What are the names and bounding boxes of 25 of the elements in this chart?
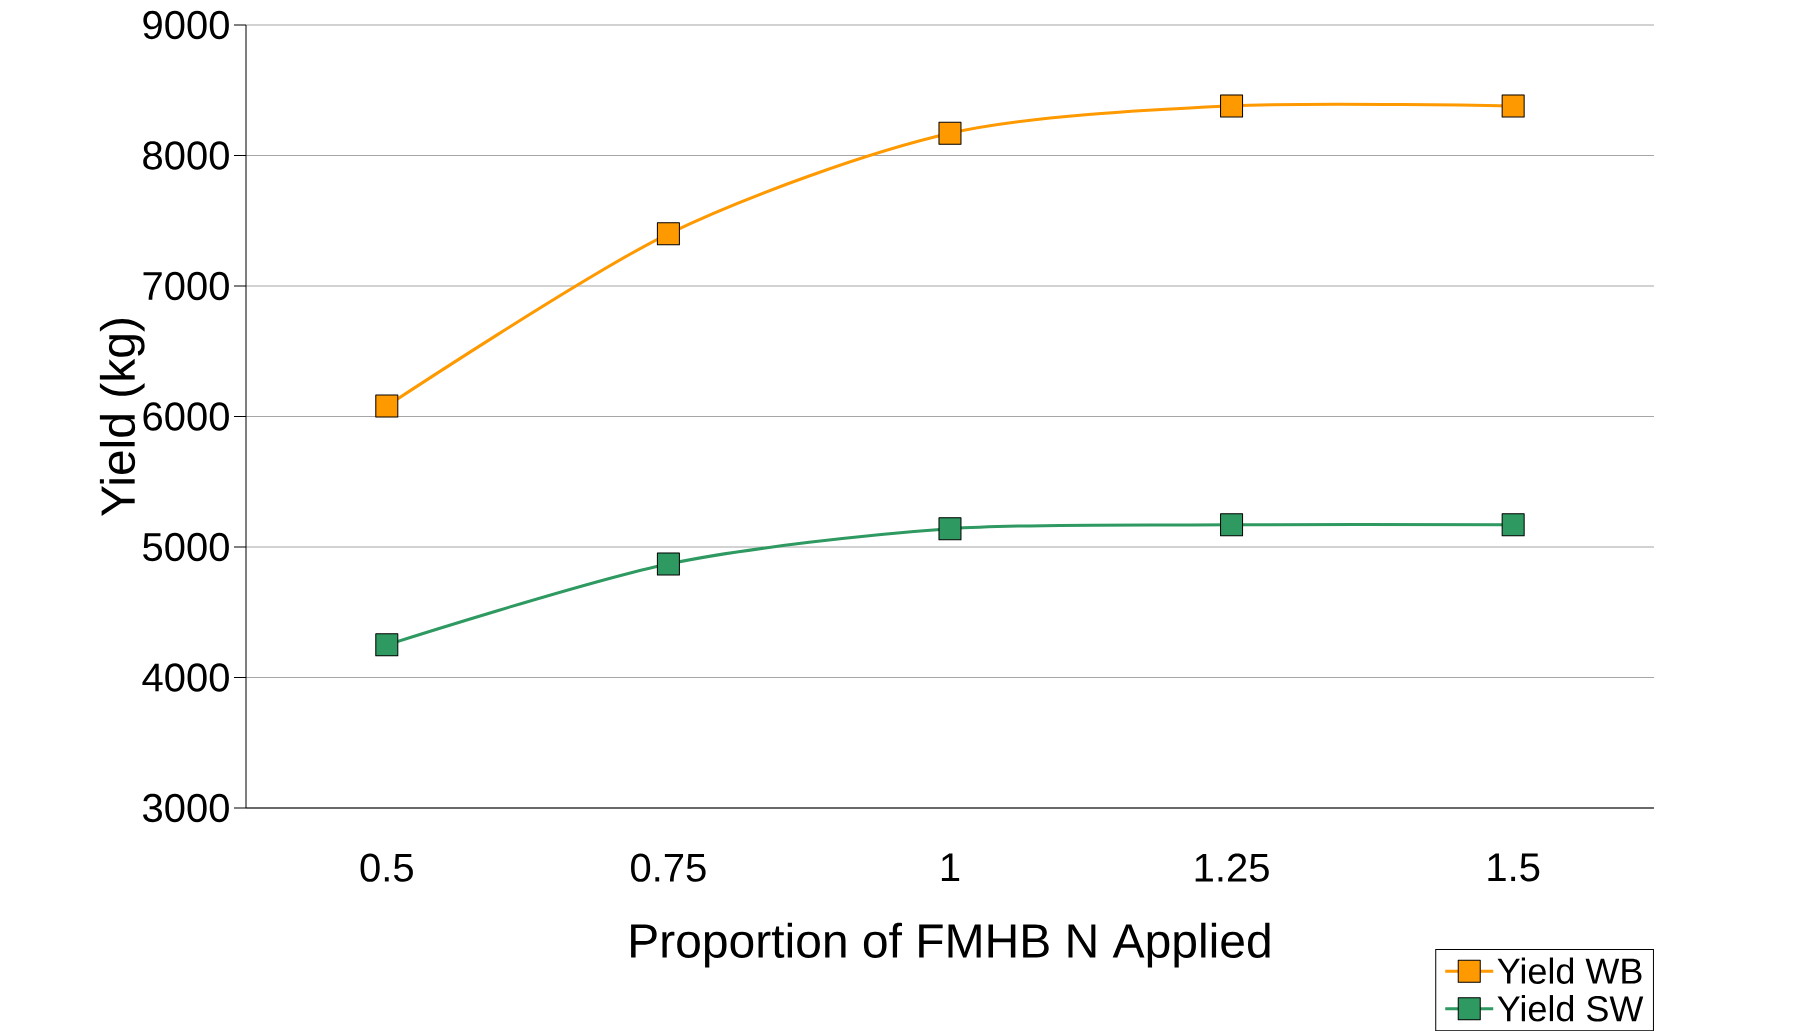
point (375, 633, 399, 657)
y-tick-label: 9000 (143, 10, 229, 40)
y-tick-label: 4000 (142, 663, 229, 692)
legend-label: Yield SW (1497, 995, 1644, 1022)
x-tick-label: 1 (941, 853, 960, 882)
x-tick-label: 1.25 (1195, 853, 1269, 882)
x-tick-label: 0.5 (360, 853, 413, 882)
y-tick-label: 7000 (143, 271, 229, 301)
x-axis-title: Proportion of FMHB N Applied (631, 922, 1270, 968)
point (1501, 513, 1525, 537)
x-tick-label: 1.5 (1488, 853, 1540, 882)
y-tick-label: 3000 (143, 793, 229, 823)
point (375, 394, 399, 418)
point (1220, 94, 1244, 118)
point (938, 121, 962, 145)
point (656, 552, 680, 576)
point (1220, 513, 1244, 537)
point (656, 222, 680, 246)
legend-label: Yield WB (1497, 957, 1642, 984)
point (938, 517, 962, 541)
y-tick-label: 6000 (143, 402, 229, 431)
y-tick-label: 5000 (143, 532, 229, 562)
x-tick-label: 0.75 (631, 853, 706, 882)
point (1501, 94, 1525, 118)
y-tick-label: 8000 (143, 141, 229, 170)
